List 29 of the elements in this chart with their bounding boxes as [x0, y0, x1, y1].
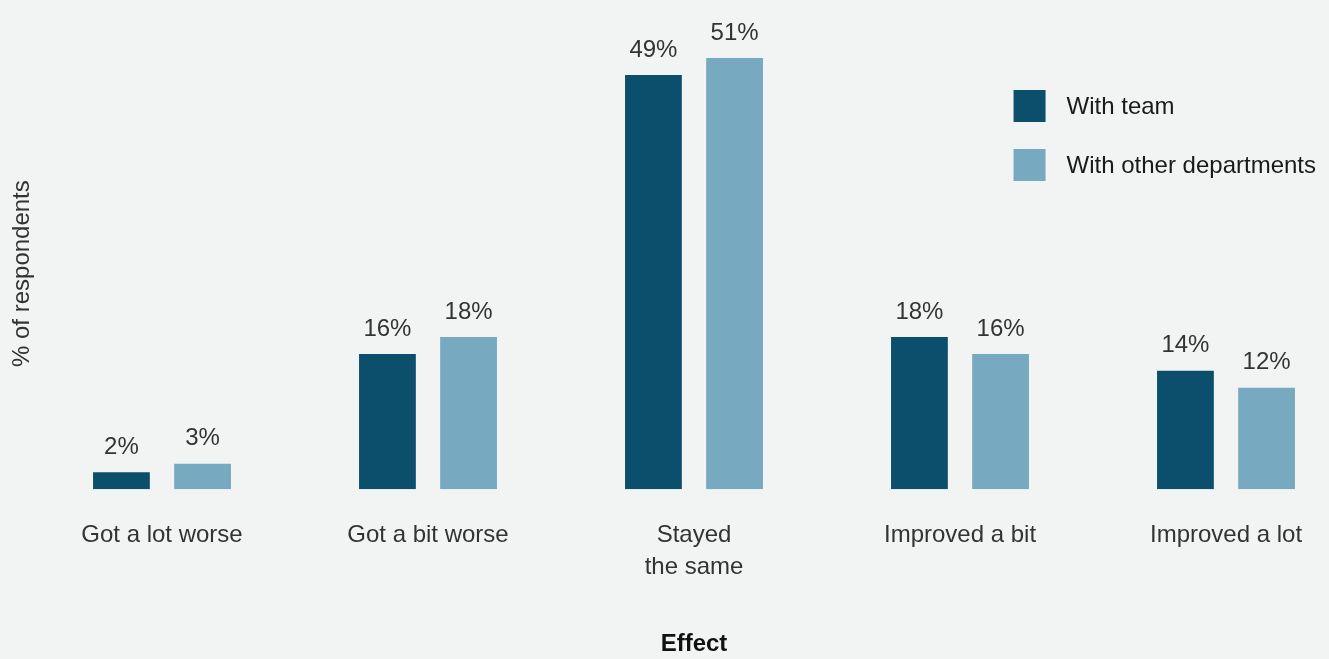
- x-tick-label: Got a bit worse: [347, 519, 509, 547]
- data-label: 14%: [1161, 330, 1210, 358]
- bar: [359, 353, 416, 490]
- bar: [1238, 387, 1295, 490]
- y-axis-title: % of respondents: [6, 180, 34, 368]
- x-tick-label: Improved a bit: [883, 519, 1037, 547]
- x-tick-label: Stayed the same: [644, 519, 744, 579]
- legend-label: With other departments: [1066, 150, 1317, 178]
- bar: [706, 58, 763, 490]
- x-tick-label: Improved a lot: [1149, 519, 1303, 547]
- bar: [625, 74, 682, 490]
- bar: [174, 463, 231, 490]
- data-label: 2%: [104, 431, 139, 459]
- data-label: 3%: [185, 423, 220, 451]
- data-label: 16%: [976, 313, 1025, 341]
- x-tick-label: Got a lot worse: [81, 519, 243, 547]
- data-label: 51%: [710, 17, 759, 45]
- bar: [440, 337, 497, 490]
- data-label: 16%: [363, 313, 412, 341]
- bar: [972, 353, 1029, 490]
- bar: [1157, 370, 1214, 490]
- bar: [93, 472, 150, 490]
- data-label: 18%: [895, 296, 944, 324]
- data-label: 12%: [1242, 347, 1291, 375]
- bar: [891, 337, 948, 490]
- x-axis-title: Effect: [660, 629, 728, 657]
- data-label: 49%: [629, 34, 678, 62]
- data-label: 18%: [444, 296, 493, 324]
- legend-label: With team: [1066, 91, 1175, 119]
